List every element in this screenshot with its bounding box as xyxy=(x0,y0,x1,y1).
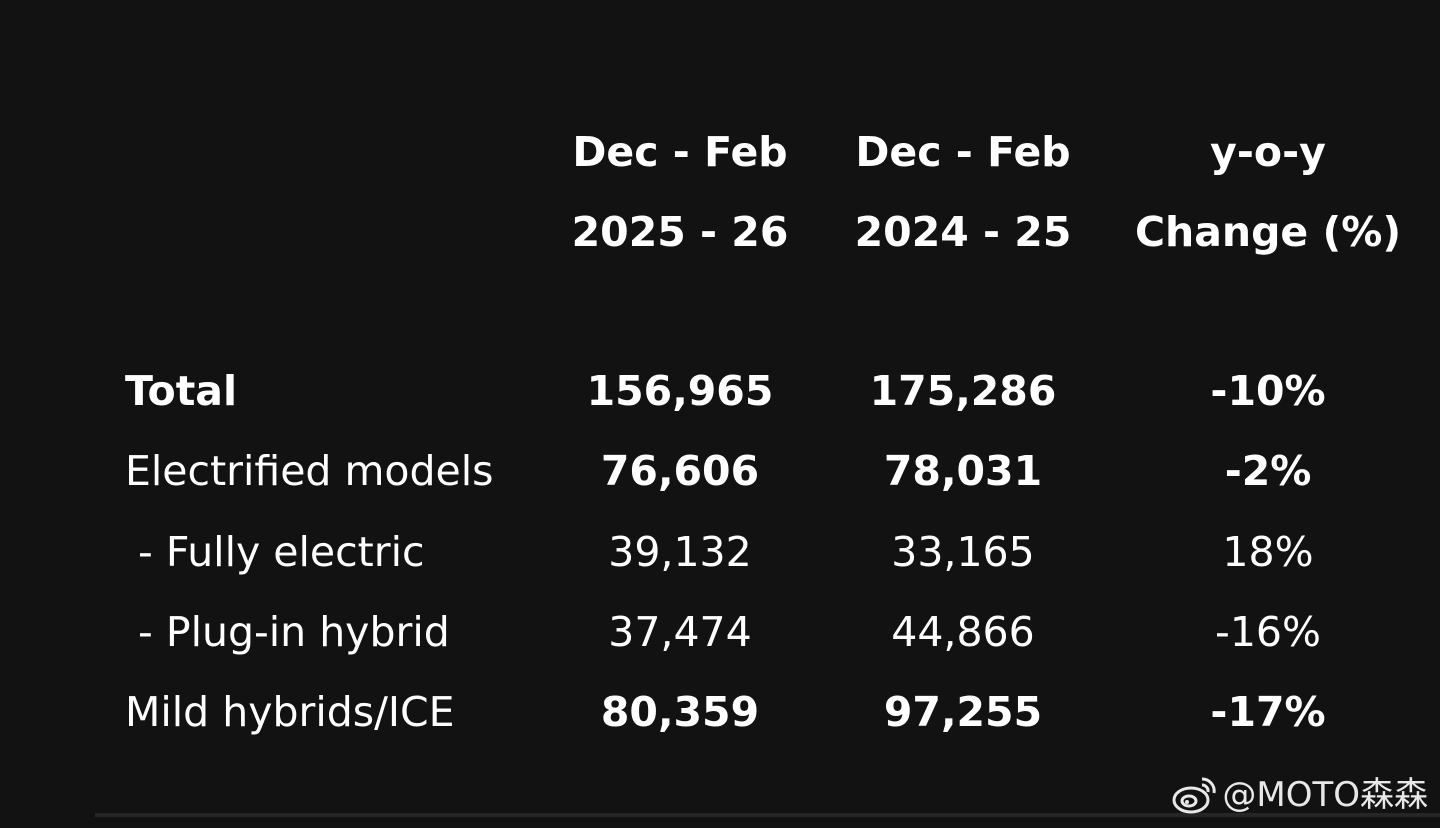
watermark-text: @MOTO森森 xyxy=(1222,775,1428,815)
row-label: - Plug-in hybrid xyxy=(125,607,450,656)
watermark: @MOTO森森 xyxy=(1172,772,1428,818)
cell-value: 76,606 xyxy=(600,447,760,496)
row-label: Total xyxy=(125,367,238,415)
cell-value: 97,255 xyxy=(883,688,1043,737)
column-header: y-o-y xyxy=(1210,128,1326,176)
cell-value: 37,474 xyxy=(608,607,752,656)
cell-value: -16% xyxy=(1215,607,1321,656)
divider xyxy=(95,813,1440,817)
cell-value: 33,165 xyxy=(891,527,1035,576)
cell-value: 18% xyxy=(1222,527,1314,576)
cell-value: -17% xyxy=(1210,688,1326,737)
row-label: - Fully electric xyxy=(125,527,425,576)
cell-value: 156,965 xyxy=(586,367,774,415)
row-label: Mild hybrids/ICE xyxy=(125,688,455,737)
cell-value: -2% xyxy=(1224,447,1312,496)
cell-value: 39,132 xyxy=(608,527,752,576)
weibo-icon xyxy=(1172,777,1217,814)
row-label: Electrified models xyxy=(125,447,494,496)
column-header: Change (%) xyxy=(1134,208,1402,256)
column-header: Dec - Feb xyxy=(572,128,788,176)
cell-value: 175,286 xyxy=(869,367,1057,415)
column-header: Dec - Feb xyxy=(855,128,1071,176)
cell-value: 44,866 xyxy=(891,607,1035,656)
cell-value: 78,031 xyxy=(883,447,1043,496)
cell-value: -10% xyxy=(1210,367,1326,415)
column-header: 2024 - 25 xyxy=(854,208,1072,256)
column-header: 2025 - 26 xyxy=(571,208,789,256)
cell-value: 80,359 xyxy=(600,688,760,737)
